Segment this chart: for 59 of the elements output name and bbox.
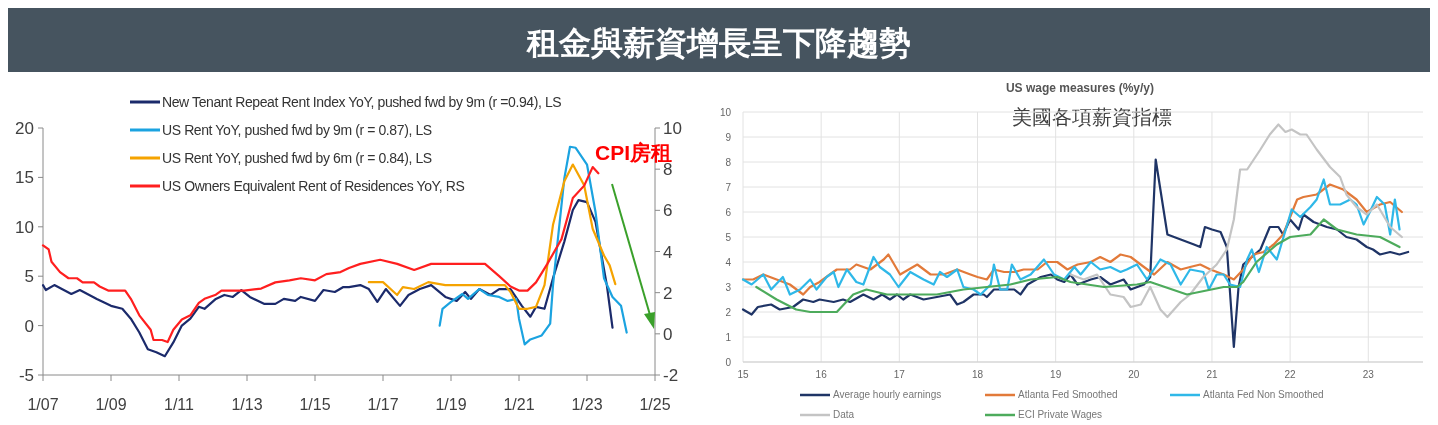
line-series — [41, 199, 614, 358]
x-tick-label: 16 — [815, 369, 828, 380]
y-tick-label: 0 — [725, 357, 732, 368]
legend-label: ECI Private Wages — [1018, 409, 1103, 420]
line-series — [755, 218, 1401, 314]
y-tick-label: 20 — [15, 119, 34, 138]
y-tick-label: 10 — [15, 217, 34, 237]
x-tick-label: 1/21 — [503, 396, 535, 413]
legend-label: US Rent YoY, pushed fwd by 6m (r = 0.84), LS — [162, 150, 432, 166]
x-tick-label: 1/19 — [435, 396, 467, 413]
x-tick-label: 18 — [971, 369, 984, 380]
legend-label: Atlanta Fed Non Smoothed — [1203, 389, 1324, 400]
x-tick-label: 20 — [1128, 369, 1140, 380]
y2-tick-label: -2 — [663, 366, 679, 385]
chart-title: 租金與薪資增長呈下降趨勢 — [526, 25, 911, 61]
y-tick-label: 5 — [24, 267, 34, 287]
x-tick-label: 21 — [1206, 369, 1218, 380]
y-tick-label: 1 — [725, 332, 732, 343]
annotation: CPI房租 — [595, 141, 673, 164]
x-tick-label: 19 — [1050, 369, 1062, 380]
x-tick-label: 22 — [1284, 369, 1297, 380]
x-tick-label: 23 — [1362, 369, 1375, 380]
y-tick-label: -5 — [18, 366, 34, 385]
x-tick-label: 1/11 — [164, 396, 195, 413]
x-tick-label: 1/13 — [231, 396, 263, 413]
legend-label: US Owners Equivalent Rent of Residences YoY, RS — [162, 178, 465, 194]
x-tick-label: 1/07 — [27, 396, 59, 413]
x-tick-label: 17 — [893, 369, 906, 380]
x-tick-label: 1/23 — [571, 396, 603, 413]
legend-label: Atlanta Fed Smoothed — [1018, 389, 1118, 400]
legend-label: Average hourly earnings — [833, 389, 942, 400]
y-tick-label: 8 — [725, 157, 732, 168]
y-tick-label: 2 — [725, 307, 732, 318]
legend-label: Data — [833, 409, 855, 420]
y-tick-label: 9 — [725, 132, 732, 143]
y2-tick-label: 2 — [663, 283, 673, 303]
legend-label: New Tenant Repeat Rent Index YoY, pushed fwd by 9m (r =0.94), LS — [162, 94, 562, 110]
y-tick-label: 5 — [725, 232, 732, 243]
x-tick-label: 1/09 — [95, 396, 127, 413]
x-tick-label: 1/25 — [639, 396, 671, 413]
y-tick-label: 3 — [725, 282, 732, 293]
y2-tick-label: 10 — [663, 119, 682, 138]
y-tick-label: 6 — [725, 207, 732, 218]
chart-title: US wage measures (%y/y) — [1005, 81, 1155, 95]
y2-tick-label: 6 — [663, 201, 673, 221]
y-tick-label: 10 — [719, 107, 732, 118]
y-tick-label: 0 — [24, 316, 34, 336]
y2-tick-label: 4 — [663, 242, 673, 262]
legend-label: US Rent YoY, pushed fwd by 9m (r = 0.87), LS — [162, 122, 432, 138]
chart-subtitle: 美國各項薪資指標 — [1012, 106, 1172, 128]
y2-tick-label: 0 — [663, 324, 673, 344]
line-series — [741, 158, 1410, 349]
x-tick-label: 15 — [737, 369, 749, 380]
y-tick-label: 15 — [15, 168, 34, 188]
y-tick-label: 4 — [725, 257, 732, 268]
x-tick-label: 1/15 — [299, 396, 331, 413]
x-tick-label: 1/17 — [367, 396, 399, 413]
line-series — [41, 166, 600, 344]
y-tick-label: 7 — [725, 182, 732, 193]
